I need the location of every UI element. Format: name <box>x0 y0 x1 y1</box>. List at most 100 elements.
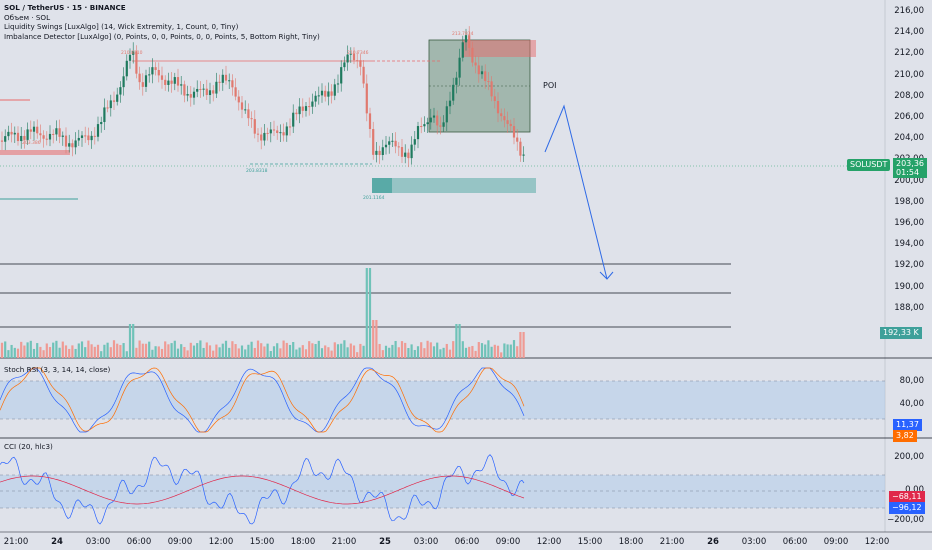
price-axis-label: 206,00 <box>894 112 924 122</box>
volume-bar <box>87 340 90 358</box>
symbol-title[interactable]: SOL / TetherUS · 15 · BINANCE <box>4 3 126 12</box>
volume-bar <box>205 342 208 358</box>
candle-body <box>93 135 96 137</box>
candle-body <box>16 132 20 142</box>
volume-bar <box>23 345 26 358</box>
stoch-k-value: 11,37 <box>896 420 919 429</box>
candle-body <box>74 140 77 148</box>
volume-bar <box>464 347 468 358</box>
candle-body <box>336 83 340 85</box>
volume-bar <box>448 349 452 358</box>
volume-bar <box>221 343 224 358</box>
volume-bar <box>388 347 391 358</box>
volume-bar <box>218 347 221 358</box>
candle-body <box>362 66 365 84</box>
volume-bar <box>487 340 490 358</box>
volume-bar <box>237 348 240 358</box>
imbalance-detector-legend[interactable]: Imbalance Detector [LuxAlgo] (0, Points,… <box>4 31 320 41</box>
candle-body <box>458 57 461 78</box>
candle-body <box>452 84 455 101</box>
volume-bar <box>279 348 282 358</box>
volume-bar <box>477 342 480 358</box>
volume-bar <box>493 344 496 358</box>
volume-bar <box>340 343 343 358</box>
time-axis-label: 06:00 <box>126 537 152 547</box>
candle-body <box>349 53 352 55</box>
stoch-d-badge: 3,82 <box>893 430 917 442</box>
candle-body <box>7 131 10 137</box>
volume-bar <box>167 344 170 358</box>
candle-body <box>480 71 484 75</box>
volume-bar <box>410 344 413 358</box>
candle-body <box>90 135 93 141</box>
volume-bar <box>426 340 429 358</box>
projection-arrowhead <box>599 271 614 280</box>
candle-body <box>13 132 16 135</box>
candle-body <box>512 126 516 138</box>
volume-bar <box>39 346 42 358</box>
candle-body <box>522 154 525 156</box>
liquidity-swings-legend[interactable]: Liquidity Swings [LuxAlgo] (14, Wick Ext… <box>4 22 239 32</box>
volume-bar <box>103 344 106 358</box>
volume-bar <box>295 349 298 358</box>
poi-label: POI <box>543 81 557 90</box>
volume-bar <box>509 344 512 358</box>
swing-high-tag: 210.7346 <box>347 51 369 56</box>
volume-bar <box>375 320 378 358</box>
volume-bar <box>128 324 132 358</box>
stoch-band <box>0 381 885 419</box>
candle-body <box>173 77 176 84</box>
candle-body <box>496 100 500 114</box>
candle-body <box>292 112 295 127</box>
stoch-axis-80: 80,00 <box>899 376 924 386</box>
candle-body <box>474 62 477 66</box>
stoch-rsi-legend[interactable]: Stoch RSI (3, 3, 14, 14, close) <box>4 365 111 374</box>
time-axis-label: 21:00 <box>331 537 357 547</box>
candle-body <box>234 87 237 97</box>
volume-bar <box>506 344 509 358</box>
candle-body <box>442 122 445 127</box>
candle-body <box>484 71 487 82</box>
price-axis-label: 192,00 <box>894 260 924 271</box>
swing-low-tag: 203.8318 <box>246 169 268 174</box>
candle-body <box>330 91 333 96</box>
imbalance-bull-zone <box>372 178 536 193</box>
cci-axis-200: 200,00 <box>894 452 924 462</box>
volume-bar <box>298 347 301 358</box>
candle-body <box>461 42 464 58</box>
volume-bar <box>199 340 202 358</box>
cci-line <box>0 454 525 525</box>
candle-body <box>432 115 436 118</box>
volume-bar <box>144 343 148 358</box>
cci-legend[interactable]: CCI (20, hlc3) <box>4 442 53 451</box>
candle-body <box>506 120 509 124</box>
candle-body <box>320 90 324 96</box>
volume-bar <box>100 351 103 358</box>
candle-body <box>154 67 157 70</box>
price-axis-label: 198,00 <box>894 196 924 207</box>
volume-bar <box>503 343 506 358</box>
volume-bar <box>404 342 407 358</box>
volume-legend[interactable]: Объем · SOL <box>4 12 51 22</box>
volume-bar <box>471 345 474 358</box>
candle-body <box>333 84 336 96</box>
volume-bar <box>480 343 484 358</box>
volume-bar <box>304 349 308 358</box>
time-axis-label: 21:00 <box>3 537 29 547</box>
volume-bar <box>336 344 340 358</box>
cci-band <box>0 475 885 508</box>
volume-bar <box>55 340 58 358</box>
candle-body <box>112 100 116 102</box>
candle-body <box>487 81 490 83</box>
candle-body <box>407 152 410 159</box>
price-axis-label: 188,00 <box>894 302 924 313</box>
candle-body <box>96 124 100 137</box>
volume-bar <box>384 345 388 358</box>
candle-body <box>266 132 269 134</box>
price-axis-label: 190,00 <box>894 281 924 292</box>
candle-body <box>263 132 266 141</box>
volume-bar <box>423 348 426 358</box>
volume-bar <box>132 324 135 358</box>
candle-body <box>170 80 173 84</box>
